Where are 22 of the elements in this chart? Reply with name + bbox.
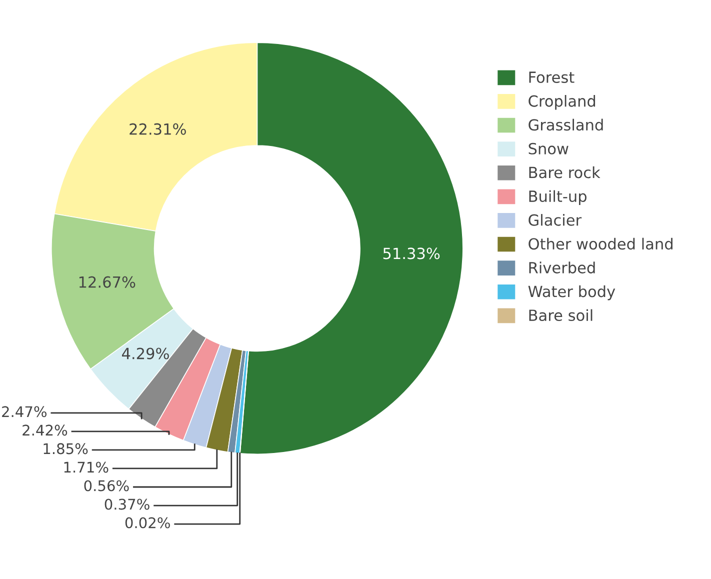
data-label: 1.85% [44, 443, 88, 454]
data-label: 2.47% [2, 406, 47, 418]
legend-label: Other wooded land [528, 238, 672, 250]
data-label: 0.02% [125, 517, 170, 528]
legend-label: Bare rock [529, 166, 600, 178]
data-label: 12.67% [79, 276, 136, 288]
legend-label: Riverbed [529, 262, 595, 274]
legend-label: Water body [528, 285, 616, 300]
legend-label: Snow [528, 142, 568, 154]
legend-label: Forest [529, 72, 574, 84]
legend-label: Cropland [528, 95, 596, 110]
legend-label: Bare soil [529, 309, 592, 322]
legend-label: Glacier [528, 214, 582, 226]
data-label: 51.33% [383, 248, 440, 260]
data-label: 1.71% [64, 462, 108, 473]
data-label: 4.29% [122, 348, 169, 360]
legend-label: Grassland [528, 118, 603, 131]
data-label: 22.31% [130, 123, 186, 135]
data-label: 2.42% [22, 424, 68, 436]
legend-label: Built-up [529, 190, 586, 205]
data-label: 0.37% [104, 498, 150, 510]
data-label: 0.56% [84, 480, 129, 492]
